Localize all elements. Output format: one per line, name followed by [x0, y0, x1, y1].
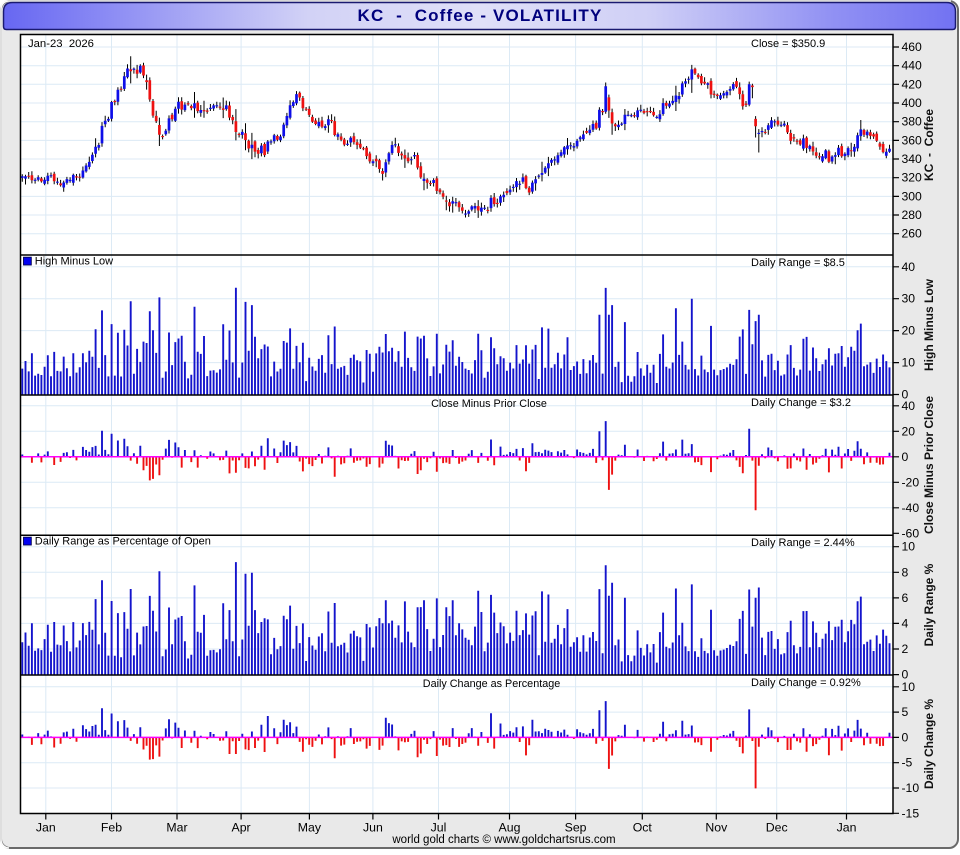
svg-text:Dec: Dec: [766, 821, 788, 835]
svg-text:Jul: Jul: [431, 821, 447, 835]
svg-text:340: 340: [902, 152, 923, 166]
svg-text:4: 4: [902, 616, 909, 630]
svg-text:40: 40: [902, 399, 916, 413]
svg-text:Close Minus Prior Close: Close Minus Prior Close: [431, 398, 547, 410]
svg-text:Daily Change as Percentage: Daily Change as Percentage: [423, 678, 560, 690]
svg-text:440: 440: [902, 59, 923, 73]
svg-text:20: 20: [902, 324, 916, 338]
svg-text:-60: -60: [902, 526, 920, 540]
svg-text:Daily Range as Percentage of O: Daily Range as Percentage of Open: [35, 536, 211, 548]
svg-text:460: 460: [902, 40, 923, 54]
svg-text:KC - Coffee: KC - Coffee: [922, 109, 936, 181]
svg-text:380: 380: [902, 115, 923, 129]
svg-text:-15: -15: [902, 806, 920, 820]
svg-text:320: 320: [902, 171, 923, 185]
svg-text:30: 30: [902, 292, 916, 306]
svg-text:260: 260: [902, 227, 923, 241]
svg-text:0: 0: [902, 668, 909, 682]
svg-text:10: 10: [902, 356, 916, 370]
svg-text:420: 420: [902, 77, 923, 91]
svg-text:Jun: Jun: [363, 821, 383, 835]
svg-text:Daily Change = $3.2: Daily Change = $3.2: [751, 397, 851, 409]
svg-text:Daily Range = $8.5: Daily Range = $8.5: [751, 257, 845, 269]
svg-text:Oct: Oct: [633, 821, 653, 835]
svg-text:Nov: Nov: [705, 821, 728, 835]
svg-text:400: 400: [902, 96, 923, 110]
svg-text:Aug: Aug: [499, 821, 521, 835]
svg-text:Daily Change = 0.92%: Daily Change = 0.92%: [751, 677, 861, 689]
svg-text:Daily Range %: Daily Range %: [922, 563, 936, 646]
svg-text:-10: -10: [902, 781, 920, 795]
svg-text:20: 20: [902, 424, 916, 438]
svg-text:Close Minus Prior Close: Close Minus Prior Close: [922, 396, 936, 534]
svg-text:Jan: Jan: [837, 821, 857, 835]
svg-text:40: 40: [902, 260, 916, 274]
svg-text:280: 280: [902, 208, 923, 222]
svg-text:Feb: Feb: [101, 821, 122, 835]
svg-text:6: 6: [902, 591, 909, 605]
svg-text:KC - Coffee - VOLATILITY: KC - Coffee - VOLATILITY: [358, 6, 603, 25]
svg-text:-5: -5: [902, 756, 913, 770]
svg-text:Apr: Apr: [232, 821, 251, 835]
svg-text:8: 8: [902, 565, 909, 579]
svg-text:Daily Range = 2.44%: Daily Range = 2.44%: [751, 537, 855, 549]
svg-text:-40: -40: [902, 501, 920, 515]
svg-text:May: May: [298, 821, 322, 835]
svg-text:0: 0: [902, 388, 909, 402]
svg-text:0: 0: [902, 450, 909, 464]
svg-text:300: 300: [902, 189, 923, 203]
svg-text:10: 10: [902, 680, 916, 694]
svg-text:Daily Change %: Daily Change %: [922, 699, 936, 789]
svg-text:Jan: Jan: [36, 821, 56, 835]
svg-text:5: 5: [902, 705, 909, 719]
svg-text:High Minus Low: High Minus Low: [922, 278, 936, 371]
svg-text:Mar: Mar: [166, 821, 187, 835]
svg-text:-20: -20: [902, 475, 920, 489]
svg-text:Sep: Sep: [565, 821, 587, 835]
svg-text:world gold charts © www.goldch: world gold charts © www.goldchartsrus.co…: [391, 834, 615, 846]
svg-text:High Minus Low: High Minus Low: [35, 256, 113, 268]
svg-text:10: 10: [902, 540, 916, 554]
svg-text:Close = $350.9: Close = $350.9: [751, 38, 825, 50]
svg-text:Jan-23 2026: Jan-23 2026: [28, 38, 94, 50]
svg-text:0: 0: [902, 730, 909, 744]
svg-text:360: 360: [902, 133, 923, 147]
svg-text:2: 2: [902, 642, 909, 656]
